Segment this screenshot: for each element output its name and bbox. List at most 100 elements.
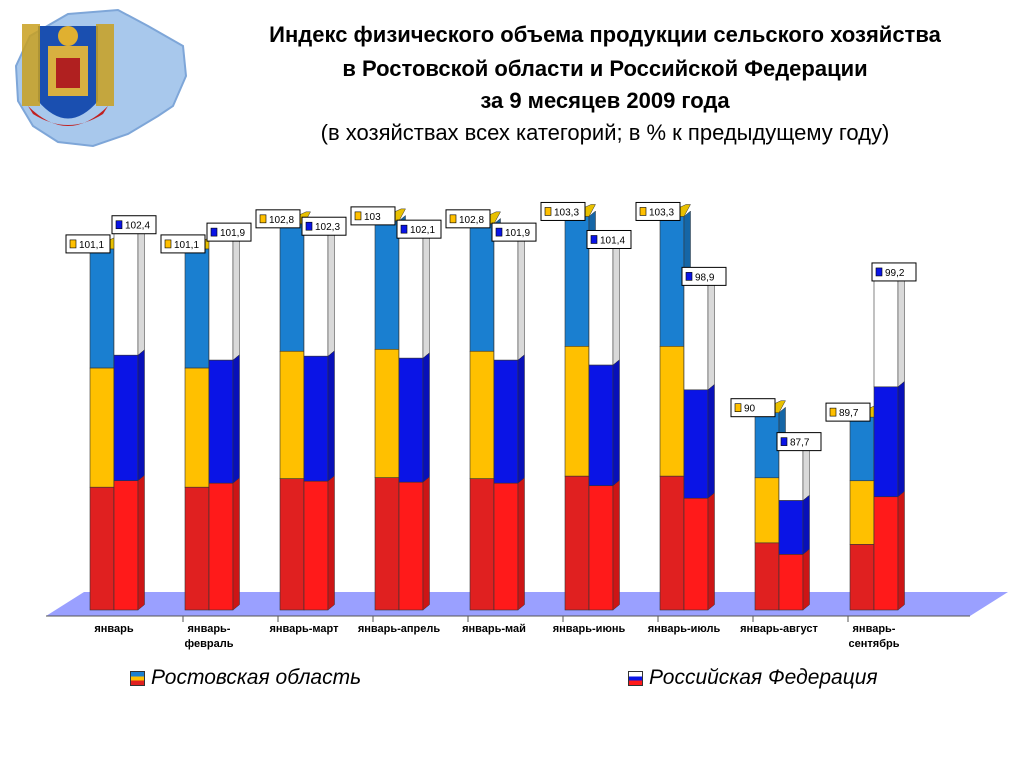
- bar-s0-c2-band0: [279, 223, 305, 352]
- value-label-rf-5: 101,4: [600, 235, 625, 246]
- value-label-box-ro-6: [635, 201, 681, 221]
- value-label-swatch-ro-1: [164, 239, 172, 249]
- value-label-box-ro-1: [160, 234, 206, 254]
- bar-s1-c2-band2: [303, 480, 329, 611]
- bar-s0-c3-band2: [374, 477, 400, 611]
- value-label-rf-3: 102,1: [410, 225, 435, 236]
- value-label-box-rf-4: [491, 222, 537, 242]
- bar-s1-c6-side1: [707, 383, 715, 499]
- bar-s1-c0-band2: [113, 480, 139, 611]
- value-label-ro-7: 90: [744, 404, 756, 415]
- value-label-box-ro-0: [65, 234, 111, 254]
- x-tick-label-1-1: февраль: [185, 638, 234, 650]
- bar-s1-c1-band0: [208, 236, 234, 361]
- bar-s1-c6-band2: [683, 497, 709, 611]
- value-label-box-rf-1: [206, 222, 252, 242]
- value-label-swatch-rf-1: [210, 227, 218, 237]
- bar-s1-c1-side1: [232, 354, 240, 484]
- bar-s0-c2-band1: [279, 350, 305, 480]
- value-label-rf-4: 101,9: [505, 228, 530, 239]
- rostov-flag-swatch: [130, 670, 145, 686]
- value-label-rf-0: 102,4: [125, 221, 150, 232]
- bar-s0-c0-band0: [89, 248, 115, 369]
- value-label-swatch-ro-2: [259, 214, 267, 224]
- bar-s1-c7-side2: [802, 548, 810, 611]
- value-label-box-rf-7: [776, 432, 822, 452]
- bar-s1-c4-band2: [493, 482, 519, 611]
- bar-s1-c4-side2: [517, 477, 525, 611]
- bar-s1-c4-side0: [517, 231, 525, 361]
- bar-s1-c0-side2: [137, 474, 145, 611]
- bar-s1-c8-band0: [873, 276, 899, 388]
- bar-s1-c6-band0: [683, 281, 709, 391]
- bar-s0-c1-band2: [184, 486, 210, 611]
- bar-s1-c3-band2: [398, 481, 424, 611]
- legend-item-rostov: Ростовская область: [130, 666, 361, 690]
- value-label-box-rf-5: [586, 229, 632, 249]
- value-label-ro-2: 102,8: [269, 215, 294, 226]
- bar-s0-c1-band1: [184, 367, 210, 488]
- bar-s1-c0-side1: [137, 349, 145, 482]
- rostov-emblem-logo: [14, 8, 188, 148]
- bar-s1-c4-band1: [493, 359, 519, 484]
- value-label-swatch-ro-3: [354, 211, 362, 221]
- bar-s0-c4-band0: [469, 223, 495, 352]
- bar-s0-c5-band2: [564, 475, 590, 611]
- bar-s1-c8-side2: [897, 490, 905, 611]
- bar-s1-c3-side2: [422, 476, 430, 611]
- legend-item-russia: Российская Федерация: [628, 666, 878, 690]
- value-label-swatch-rf-0: [115, 220, 123, 230]
- bar-s1-c7-side1: [802, 494, 810, 555]
- bar-s0-c6-band0: [659, 216, 685, 347]
- bar-s0-c6-band2: [659, 475, 685, 611]
- value-label-box-rf-8: [871, 262, 917, 282]
- value-label-box-rf-2: [301, 216, 347, 236]
- bar-s1-c7-band2: [778, 554, 804, 611]
- bar-s1-c1-side0: [232, 231, 240, 361]
- value-label-rf-2: 102,3: [315, 222, 340, 233]
- bar-s1-c8-side1: [897, 380, 905, 498]
- bar-s1-c1-band1: [208, 359, 234, 484]
- value-label-swatch-rf-3: [400, 224, 408, 234]
- value-label-swatch-ro-5: [544, 207, 552, 216]
- value-label-box-rf-0: [111, 215, 157, 235]
- legend-label-russia: Российская Федерация: [649, 666, 878, 689]
- value-label-box-ro-2: [255, 209, 301, 229]
- value-label-box-ro-5: [540, 201, 586, 221]
- bar-s1-c2-side1: [327, 350, 335, 482]
- bar-s0-c7-band0: [754, 412, 780, 479]
- x-tick-label-8-1: сентябрь: [849, 638, 900, 650]
- value-label-swatch-rf-6: [685, 272, 693, 281]
- value-label-box-ro-3: [350, 206, 396, 226]
- bar-s1-c5-side0: [612, 238, 620, 366]
- bar-s0-c0-band2: [89, 486, 115, 611]
- value-label-box-ro-7: [730, 398, 776, 418]
- bar-s1-c8-band1: [873, 386, 899, 498]
- value-label-swatch-ro-6: [639, 207, 647, 216]
- bar-s1-c7-band1: [778, 500, 804, 555]
- bar-s1-c7-band0: [778, 446, 804, 501]
- value-label-ro-3: 103: [364, 212, 381, 223]
- value-label-swatch-ro-0: [69, 239, 77, 249]
- bar-s0-c5-band1: [564, 346, 590, 477]
- x-tick-label-3-0: январь-апрель: [358, 623, 441, 635]
- bar-s1-c5-side2: [612, 479, 620, 611]
- value-label-ro-5: 103,3: [554, 207, 579, 218]
- bar-s0-c5-band0: [564, 216, 590, 347]
- value-label-ro-8: 89,7: [839, 408, 859, 419]
- bar-s1-c2-band1: [303, 355, 329, 482]
- bar-s1-c2-side0: [327, 225, 335, 357]
- chart-title-line-3: за 9 месяцев 2009 года: [480, 88, 730, 113]
- bar-s1-c2-band0: [303, 230, 329, 357]
- russia-flag-swatch: [628, 670, 643, 686]
- value-label-box-ro-4: [445, 209, 491, 229]
- x-tick-label-7-0: январь-август: [740, 623, 818, 635]
- bar-s0-c6-band1: [659, 346, 685, 477]
- bar-s1-c2-side2: [327, 475, 335, 611]
- value-label-rf-1: 101,9: [220, 228, 245, 239]
- value-label-swatch-rf-5: [590, 235, 598, 244]
- value-label-swatch-ro-8: [829, 407, 837, 417]
- bar-s0-c0-band1: [89, 367, 115, 488]
- bar-s0-c4-band2: [469, 478, 495, 611]
